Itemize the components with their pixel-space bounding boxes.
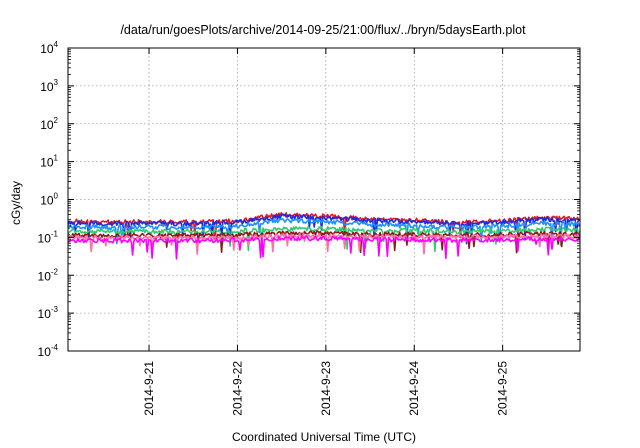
y-tick-label: 100 [40, 192, 58, 208]
series-group [67, 212, 581, 260]
series-line [67, 217, 581, 245]
y-tick-label: 10-2 [38, 267, 59, 283]
series-line [67, 226, 581, 253]
series-line [67, 235, 581, 260]
y-tick-label: 10-4 [38, 343, 59, 359]
x-tick-label: 2014-9-25 [496, 361, 510, 416]
y-tick-label: 103 [40, 78, 58, 94]
y-tick-label: 10-3 [38, 305, 59, 321]
y-tick-label: 102 [40, 116, 58, 132]
x-tick-label: 2014-9-23 [319, 361, 333, 416]
axes: 10-4 10-3 10-2 10-1 100 101 102 103 104 2014-9-21… [38, 40, 580, 416]
x-tick-label: 2014-9-21 [142, 361, 156, 416]
series-line [67, 230, 581, 254]
y-tick-label: 101 [40, 154, 58, 170]
chart-title: /data/run/goesPlots/archive/2014-09-25/2… [120, 23, 526, 37]
x-tick-label: 2014-9-22 [230, 361, 244, 416]
x-tick-label: 2014-9-24 [407, 361, 421, 416]
y-tick-label: 10-1 [38, 229, 59, 245]
y-axis-label: cGy/day [9, 181, 23, 225]
grid [68, 48, 580, 351]
series-line [67, 213, 581, 245]
x-axis-label: Coordinated Universal Time (UTC) [232, 430, 416, 444]
y-tick-label: 104 [40, 40, 58, 56]
